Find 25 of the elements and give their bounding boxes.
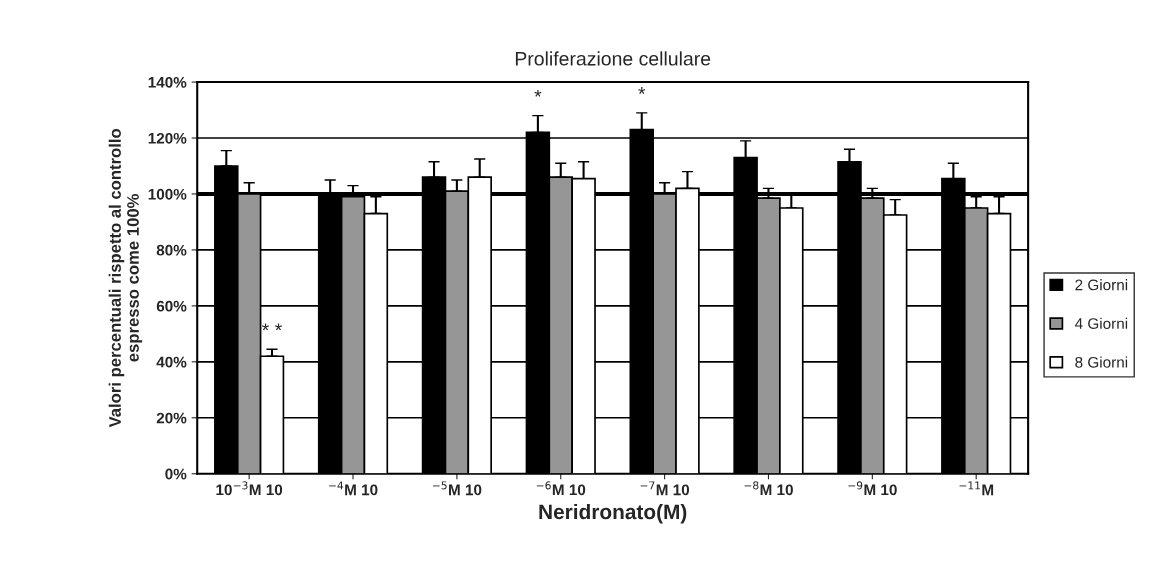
y-tick-label: 140% [148, 76, 187, 88]
legend-label: 2 Giorni [1075, 279, 1128, 291]
legend-label: 4 Giorni [1074, 317, 1128, 330]
data-label: * * [262, 323, 282, 331]
x-tick-label: $^{−8}$M 10 [744, 481, 793, 496]
y-tick-label: 20% [156, 412, 187, 424]
y-tick-label: 0% [165, 468, 187, 480]
y-tick-label: 40% [156, 356, 187, 368]
data-label: * [638, 87, 646, 94]
x-tick-label: $^{−4}$M 10 [329, 481, 378, 496]
x-tick-label: $^{−9}$M 10 [848, 481, 897, 496]
y-tick-label: 60% [156, 300, 187, 312]
y-tick-label: 80% [156, 244, 187, 256]
x-axis-title: Neridronato(M) [539, 503, 687, 524]
y-tick-label: 120% [148, 132, 187, 144]
x-tick-label: $^{−5}$M 10 [432, 481, 482, 496]
chart-title: Proliferazione cellulare [515, 51, 711, 66]
y-tick-label: 100% [148, 188, 187, 200]
x-tick-label: 10$^{−3}$M 10 [216, 481, 283, 496]
x-tick-label: $^{−11}$M [959, 481, 994, 496]
y-axis-title: Valori percentuali rispetto al controllo espresso come 100% [108, 128, 143, 428]
x-tick-label: $^{−7}$M 10 [640, 481, 690, 496]
legend-label: 8 Giorni [1075, 356, 1128, 368]
x-tick-label: $^{−6}$M 10 [536, 481, 586, 496]
data-label: * [534, 89, 542, 97]
